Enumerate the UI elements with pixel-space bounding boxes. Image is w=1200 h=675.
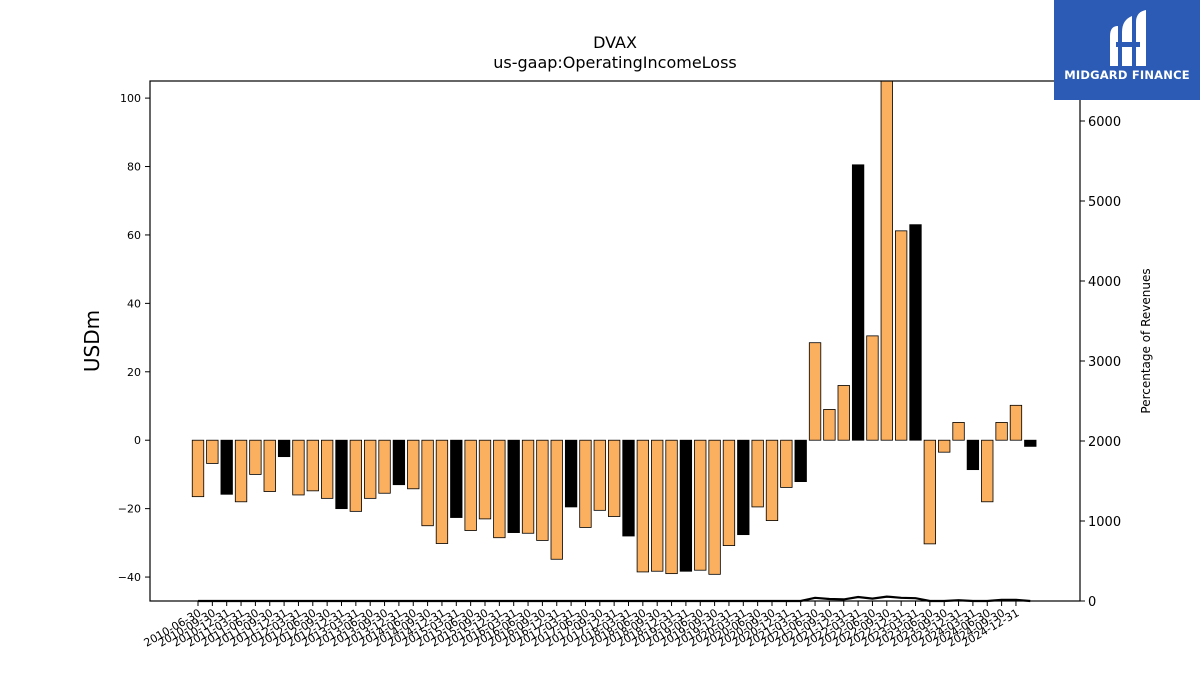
x-axis: 2010-06-302010-09-302010-12-312011-03-31… — [142, 601, 1021, 650]
bar — [464, 439, 477, 531]
bar — [938, 439, 951, 453]
bar — [880, 80, 893, 441]
y-tick-label: 20 — [127, 366, 141, 379]
bar — [277, 439, 291, 458]
bar — [995, 422, 1008, 441]
right-tick-label: 5000 — [1088, 195, 1121, 210]
bar — [866, 335, 879, 441]
bar — [392, 439, 406, 486]
bar — [579, 439, 592, 528]
plot-frame — [149, 80, 1081, 602]
bar — [722, 439, 736, 546]
right-tick-label: 3000 — [1088, 355, 1121, 370]
bar — [536, 439, 549, 541]
bar — [665, 439, 678, 575]
bar — [981, 439, 994, 503]
bar — [837, 385, 850, 441]
bar — [952, 422, 965, 441]
bar — [335, 439, 348, 510]
bar — [564, 439, 578, 508]
bar — [220, 439, 233, 495]
bar — [378, 439, 391, 494]
bar — [679, 439, 693, 572]
bar — [349, 439, 363, 512]
bar — [808, 342, 822, 441]
right-tick-label: 6000 — [1088, 115, 1121, 130]
chart-subtitle: us-gaap:OperatingIncomeLoss — [493, 53, 737, 72]
bar — [478, 439, 492, 520]
revenue-pct-line — [198, 595, 1031, 603]
bar — [923, 439, 936, 545]
logo-text: MIDGARD FINANCE — [1064, 68, 1190, 82]
bar — [608, 439, 621, 517]
bar — [263, 439, 276, 492]
bar — [550, 439, 563, 560]
bar — [249, 439, 262, 475]
bar — [191, 439, 205, 498]
y-tick-label: −20 — [118, 503, 141, 516]
bar — [450, 439, 463, 518]
bar — [292, 439, 305, 496]
right-axis: 0 1000 2000 3000 4000 5000 6000 — [1080, 115, 1121, 610]
bar — [708, 439, 721, 575]
bar — [694, 439, 707, 571]
bar — [493, 439, 506, 539]
bar — [364, 439, 377, 499]
bar — [794, 439, 807, 483]
left-axis: −40 −20 0 20 40 60 80 100 — [118, 92, 150, 584]
y-tick-label: 80 — [127, 161, 141, 174]
bar — [780, 439, 793, 488]
bar — [651, 439, 664, 572]
bar — [622, 439, 635, 537]
bar — [851, 164, 865, 441]
bar — [320, 439, 334, 499]
right-tick-label: 0 — [1088, 595, 1096, 610]
bar — [306, 439, 319, 492]
bar — [407, 439, 420, 490]
revenue-line-group — [198, 595, 1031, 603]
y-tick-label: 40 — [127, 297, 141, 310]
bar — [909, 224, 922, 441]
bar — [751, 439, 764, 508]
bar — [435, 439, 449, 544]
right-axis-label: Percentage of Revenues — [1139, 268, 1153, 413]
bar — [234, 439, 248, 503]
y-tick-label: 60 — [127, 229, 141, 242]
bar — [737, 439, 750, 536]
bar — [1024, 439, 1037, 447]
bar — [521, 439, 535, 534]
y-tick-label: −40 — [118, 571, 141, 584]
bar — [593, 439, 606, 511]
bar — [966, 439, 980, 471]
bar — [206, 439, 219, 464]
bar — [765, 439, 779, 522]
midgard-finance-logo: MIDGARD FINANCE — [1054, 0, 1200, 100]
y-tick-label: 100 — [120, 92, 141, 105]
bar — [421, 439, 434, 527]
right-tick-label: 4000 — [1088, 275, 1121, 290]
bar — [895, 230, 908, 441]
bar — [636, 439, 649, 573]
bar — [507, 439, 520, 533]
bar — [1009, 404, 1023, 441]
right-tick-label: 1000 — [1088, 515, 1121, 530]
bar — [823, 409, 836, 441]
midgard-logo-icon — [1110, 10, 1146, 66]
chart-title: DVAX — [593, 33, 637, 52]
bars-group — [191, 80, 1037, 575]
right-tick-label: 2000 — [1088, 435, 1121, 450]
y-axis-label: USDm — [80, 310, 104, 372]
y-tick-label: 0 — [134, 434, 141, 447]
